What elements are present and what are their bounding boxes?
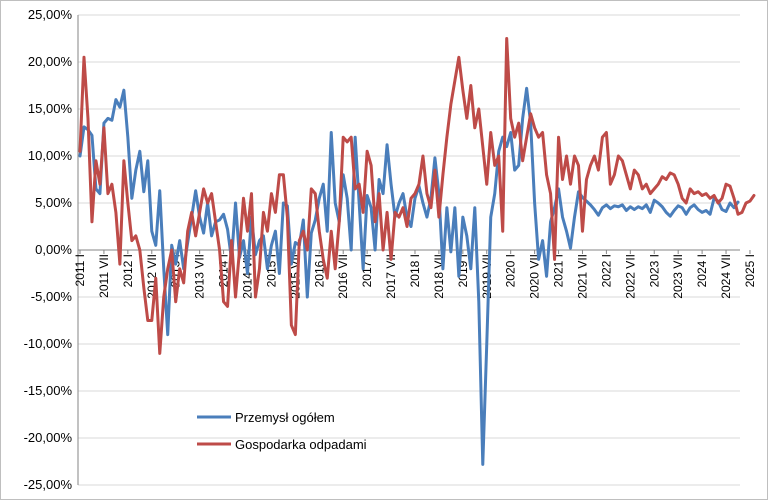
y-tick-label: 10,00% bbox=[28, 148, 73, 163]
series-lines bbox=[80, 39, 754, 465]
y-tick-label: 25,00% bbox=[28, 7, 73, 22]
x-tick-label: 2016 VII bbox=[336, 254, 350, 299]
y-axis-tick-labels: 25,00% 20,00% 15,00% 10,00% 5,00% 0,00% -5,00%… bbox=[24, 7, 73, 492]
x-tick-label: 2018 I bbox=[408, 254, 422, 287]
x-tick-label: 2011 VII bbox=[97, 254, 111, 298]
x-tick-label: 2020 VII bbox=[528, 254, 542, 299]
y-tick-label: -10,00% bbox=[24, 336, 73, 351]
legend-label: Gospodarka odpadami bbox=[235, 437, 367, 452]
legend-label: Przemysł ogółem bbox=[235, 410, 335, 425]
x-tick-label: 2022 I bbox=[599, 254, 613, 287]
x-tick-label: 2023 VII bbox=[671, 254, 685, 299]
x-tick-label: 2024 VII bbox=[719, 254, 733, 299]
y-tick-label: -15,00% bbox=[24, 383, 73, 398]
x-tick-label: 2022 VII bbox=[623, 254, 637, 299]
y-tick-label: 20,00% bbox=[28, 54, 73, 69]
y-tick-label: 15,00% bbox=[28, 101, 73, 116]
x-tick-label: 2021 VII bbox=[575, 254, 589, 299]
x-tick-label: 2025 I bbox=[743, 254, 757, 287]
y-tick-label: -25,00% bbox=[24, 477, 73, 492]
x-tick-label: 2023 I bbox=[647, 254, 661, 287]
x-tick-label: 2020 I bbox=[504, 254, 518, 287]
y-tick-label: 5,00% bbox=[35, 195, 72, 210]
y-tick-label: -20,00% bbox=[24, 430, 73, 445]
x-tick-label: 2013 VII bbox=[193, 254, 207, 299]
y-tick-label: -5,00% bbox=[31, 289, 73, 304]
x-tick-label: 2012 I bbox=[121, 254, 135, 287]
y-tick-label: 0,00% bbox=[35, 242, 72, 257]
legend: Przemysł ogółem Gospodarka odpadami bbox=[197, 410, 367, 452]
x-tick-label: 2024 I bbox=[695, 254, 709, 287]
x-tick-label: 2019 VII bbox=[480, 254, 494, 299]
x-tick-label: 2011 I bbox=[73, 254, 87, 286]
